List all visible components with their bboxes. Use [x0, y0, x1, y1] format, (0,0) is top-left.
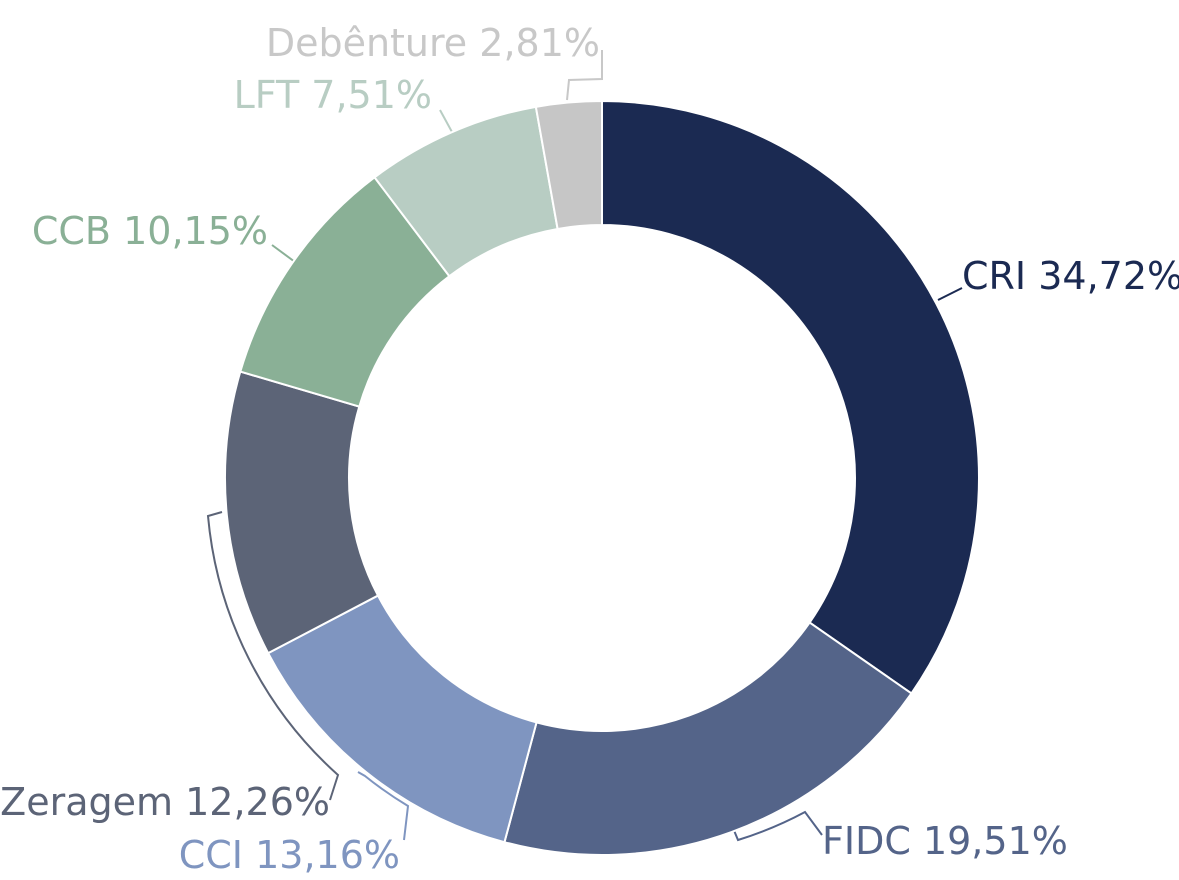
value-label: 10,15%: [123, 209, 268, 253]
donut-slice: [601, 99, 980, 695]
category-name: LFT: [234, 73, 300, 117]
value-label: 12,26%: [185, 780, 330, 824]
value-label: 34,72%: [1038, 254, 1179, 298]
leader-line: [439, 109, 453, 133]
slice-label: CCI 13,16%: [179, 833, 400, 877]
slice-label: CCB 10,15%: [32, 209, 268, 253]
category-name: Zeragem: [0, 780, 173, 824]
leader-line: [732, 810, 823, 842]
leader-line: [206, 511, 340, 801]
value-label: 19,51%: [923, 819, 1068, 863]
slice-label: FIDC 19,51%: [822, 819, 1068, 863]
donut-slice: [534, 99, 603, 231]
slice-label: CRI 34,72%: [962, 254, 1179, 298]
donut-slice: [503, 621, 913, 856]
leader-line: [937, 287, 963, 301]
category-name: FIDC: [822, 819, 911, 863]
value-label: 2,81%: [479, 21, 600, 65]
leader-lines: [206, 50, 963, 842]
slice-label: Zeragem 12,26%: [0, 780, 330, 824]
slice-label: LFT 7,51%: [234, 73, 432, 117]
category-name: CCI: [179, 833, 243, 877]
value-label: 7,51%: [311, 73, 432, 117]
category-name: CCB: [32, 209, 111, 253]
value-label: 13,16%: [255, 833, 400, 877]
slice-label: Debênture 2,81%: [266, 21, 600, 65]
category-name: Debênture: [266, 21, 467, 65]
category-name: CRI: [962, 254, 1026, 298]
leader-line: [566, 50, 603, 101]
leader-line: [271, 244, 296, 263]
leader-line: [357, 771, 410, 841]
